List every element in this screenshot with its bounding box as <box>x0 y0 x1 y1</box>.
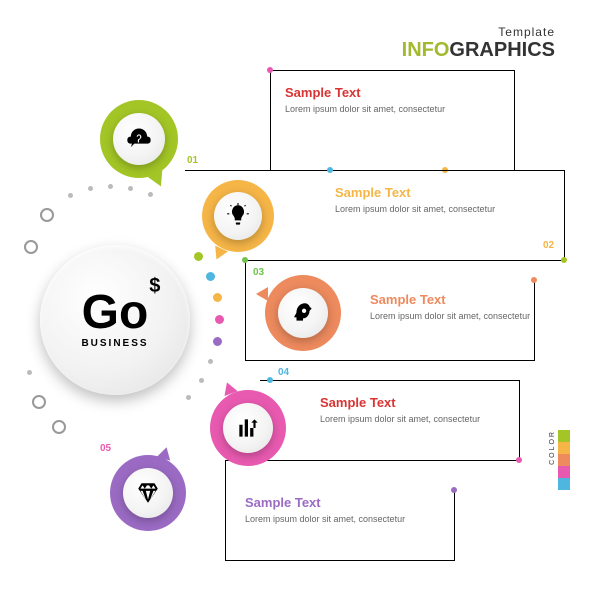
orbit-ring-4 <box>52 420 66 434</box>
callout-5: Sample Text Lorem ipsum dolor sit amet, … <box>245 495 405 525</box>
dot-2a <box>327 167 333 173</box>
orbit-ring-3 <box>32 395 46 409</box>
callout-body-4: Lorem ipsum dolor sit amet, consectetur <box>320 413 480 425</box>
line-h-5b <box>225 560 455 561</box>
head-gear-icon <box>290 300 316 326</box>
dot-4a <box>267 377 273 383</box>
node-3 <box>265 275 341 351</box>
step-num-5: 05 <box>100 443 111 454</box>
node-1 <box>100 100 178 178</box>
callout-body-3: Lorem ipsum dolor sit amet, consectetur <box>370 310 530 322</box>
callout-title-3: Sample Text <box>370 292 530 307</box>
hub-circle: Go $ BUSINESS <box>40 245 190 395</box>
line-h-4t <box>260 380 520 381</box>
line-h-1t <box>270 70 515 71</box>
orbit-c4 <box>215 315 224 324</box>
dot-3b <box>531 277 537 283</box>
orbit-s7 <box>208 359 213 364</box>
callout-2: Sample Text Lorem ipsum dolor sit amet, … <box>335 185 495 215</box>
central-hub: Go $ BUSINESS <box>40 245 190 395</box>
legend-block <box>558 442 570 454</box>
diamond-icon <box>135 480 161 506</box>
legend-block <box>558 478 570 490</box>
orbit-s6 <box>27 370 32 375</box>
node-2 <box>202 180 274 252</box>
callout-title-1: Sample Text <box>285 85 445 100</box>
hub-main-text: Go $ <box>82 291 149 334</box>
dot-3a <box>242 257 248 263</box>
hub-sub-text: BUSINESS <box>81 338 148 349</box>
orbit-c2 <box>206 272 215 281</box>
line-v-4r <box>519 380 520 460</box>
callout-title-4: Sample Text <box>320 395 480 410</box>
dot-2b <box>561 257 567 263</box>
callout-body-1: Lorem ipsum dolor sit amet, consectetur <box>285 103 445 115</box>
orbit-s5 <box>148 192 153 197</box>
callout-title-5: Sample Text <box>245 495 405 510</box>
header-info: INFO <box>402 39 450 61</box>
line-v-2r <box>564 170 565 260</box>
callout-4: Sample Text Lorem ipsum dolor sit amet, … <box>320 395 480 425</box>
chart-icon <box>235 415 261 441</box>
orbit-ring-1 <box>40 208 54 222</box>
orbit-s8 <box>199 378 204 383</box>
line-v-3l <box>245 260 246 360</box>
color-legend: COLOR <box>558 430 570 490</box>
orbit-c1 <box>194 252 203 261</box>
dot-1a <box>267 67 273 73</box>
orbit-c3 <box>213 293 222 302</box>
lightbulb-icon <box>225 203 251 229</box>
callout-title-2: Sample Text <box>335 185 495 200</box>
line-h-3b <box>245 360 535 361</box>
step-num-3: 03 <box>253 267 264 278</box>
header-template-label: Template <box>402 25 555 39</box>
orbit-s3 <box>108 184 113 189</box>
callout-body-5: Lorem ipsum dolor sit amet, consectetur <box>245 513 405 525</box>
header-title: INFOGRAPHICS <box>402 39 555 62</box>
line-h-2t <box>320 170 565 171</box>
legend-block <box>558 454 570 466</box>
orbit-c5 <box>213 337 222 346</box>
legend-label: COLOR <box>549 430 556 465</box>
orbit-s1 <box>68 193 73 198</box>
question-cloud-icon <box>125 125 153 153</box>
orbit-ring-2 <box>24 240 38 254</box>
dot-5b <box>451 487 457 493</box>
node-4 <box>210 390 286 466</box>
step-num-2: 02 <box>543 240 554 251</box>
step-num-4: 04 <box>278 367 289 378</box>
line-v-5l <box>225 460 226 560</box>
line-h-2b <box>245 260 565 261</box>
line-v-1 <box>270 70 271 170</box>
line-v-5r <box>454 490 455 560</box>
callout-3: Sample Text Lorem ipsum dolor sit amet, … <box>370 292 530 322</box>
line-v-3r <box>534 280 535 360</box>
header-graphics: GRAPHICS <box>449 39 555 61</box>
orbit-s4 <box>128 186 133 191</box>
legend-block <box>558 430 570 442</box>
node-5 <box>110 455 186 531</box>
step-num-1: 01 <box>187 155 198 166</box>
callout-body-2: Lorem ipsum dolor sit amet, consectetur <box>335 203 495 215</box>
orbit-s2 <box>88 186 93 191</box>
legend-block <box>558 466 570 478</box>
header: Template INFOGRAPHICS <box>402 25 555 62</box>
dot-4b <box>516 457 522 463</box>
callout-1: Sample Text Lorem ipsum dolor sit amet, … <box>285 85 445 115</box>
orbit-s9 <box>186 395 191 400</box>
dollar-icon: $ <box>149 277 160 295</box>
line-v-1r <box>514 70 515 170</box>
